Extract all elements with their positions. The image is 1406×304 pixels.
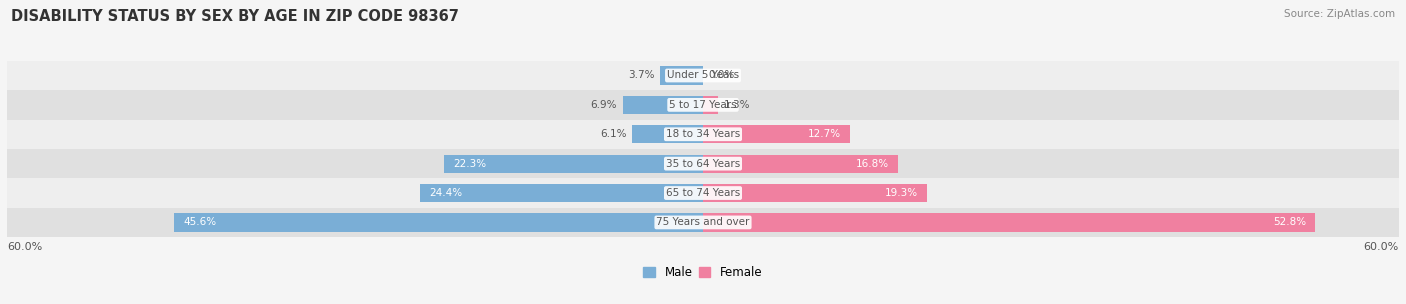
Text: 3.7%: 3.7% xyxy=(628,71,654,81)
Text: Source: ZipAtlas.com: Source: ZipAtlas.com xyxy=(1284,9,1395,19)
Text: 22.3%: 22.3% xyxy=(454,159,486,169)
Bar xyxy=(444,154,703,173)
Text: 60.0%: 60.0% xyxy=(7,242,42,251)
Bar xyxy=(7,90,1399,119)
Text: 0.0%: 0.0% xyxy=(709,71,735,81)
Text: 24.4%: 24.4% xyxy=(429,188,463,198)
Text: 60.0%: 60.0% xyxy=(1364,242,1399,251)
Bar xyxy=(703,213,1316,232)
Bar xyxy=(703,154,898,173)
Text: 45.6%: 45.6% xyxy=(183,217,217,227)
Text: Under 5 Years: Under 5 Years xyxy=(666,71,740,81)
Bar xyxy=(703,96,718,114)
Bar xyxy=(174,213,703,232)
Bar xyxy=(659,66,703,85)
Text: 6.1%: 6.1% xyxy=(600,129,627,139)
Bar xyxy=(633,125,703,143)
Text: 5 to 17 Years: 5 to 17 Years xyxy=(669,100,737,110)
Text: 18 to 34 Years: 18 to 34 Years xyxy=(666,129,740,139)
Text: DISABILITY STATUS BY SEX BY AGE IN ZIP CODE 98367: DISABILITY STATUS BY SEX BY AGE IN ZIP C… xyxy=(11,9,460,24)
Bar xyxy=(7,149,1399,178)
Bar xyxy=(7,61,1399,90)
Bar xyxy=(7,208,1399,237)
Text: 52.8%: 52.8% xyxy=(1272,217,1306,227)
Text: 16.8%: 16.8% xyxy=(855,159,889,169)
Bar xyxy=(623,96,703,114)
Text: 1.3%: 1.3% xyxy=(724,100,751,110)
Text: 35 to 64 Years: 35 to 64 Years xyxy=(666,159,740,169)
Text: 19.3%: 19.3% xyxy=(884,188,918,198)
Text: 75 Years and over: 75 Years and over xyxy=(657,217,749,227)
Legend: Male, Female: Male, Female xyxy=(638,262,768,284)
Text: 6.9%: 6.9% xyxy=(591,100,617,110)
Bar xyxy=(7,178,1399,208)
Bar xyxy=(420,184,703,202)
Text: 65 to 74 Years: 65 to 74 Years xyxy=(666,188,740,198)
Text: 12.7%: 12.7% xyxy=(808,129,841,139)
Bar xyxy=(7,119,1399,149)
Bar xyxy=(703,184,927,202)
Bar xyxy=(703,125,851,143)
